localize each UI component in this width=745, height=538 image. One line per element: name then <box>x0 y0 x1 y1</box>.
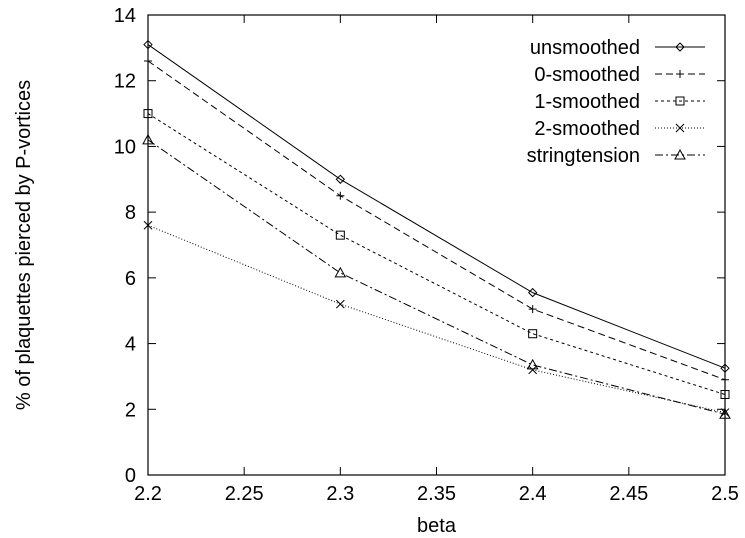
series-line <box>147 139 726 415</box>
x-tick-label: 2.25 <box>225 483 264 505</box>
data-point <box>720 408 730 417</box>
data-point <box>526 358 539 370</box>
x-axis-title: beta <box>417 515 457 537</box>
y-tick-label: 12 <box>114 71 136 93</box>
y-axis: 0 2 4 6 8 10 12 14 <box>114 5 725 487</box>
y-tick-label: 0 <box>125 465 136 487</box>
y-tick-label: 10 <box>114 136 136 158</box>
data-point <box>720 363 730 373</box>
legend-label: 1-smoothed <box>534 91 640 113</box>
data-point <box>143 109 153 119</box>
data-point <box>336 191 345 200</box>
series-line <box>147 60 726 381</box>
legend-label: 0-smoothed <box>534 64 640 86</box>
legend-entry: 0-smoothed <box>534 64 705 86</box>
y-tick-label: 8 <box>125 202 136 224</box>
legend-marker <box>675 96 685 106</box>
series-0-smoothed <box>144 57 729 384</box>
data-point <box>334 266 347 278</box>
series-unsmoothed <box>143 39 730 373</box>
x-tick-label: 2.35 <box>417 483 456 505</box>
series-line <box>147 224 726 414</box>
series-layer <box>142 39 731 419</box>
legend-marker <box>675 123 685 133</box>
data-point <box>528 305 537 314</box>
legend-entry: stringtension <box>527 145 705 167</box>
x-tick-label: 2.4 <box>519 483 547 505</box>
data-point <box>721 375 729 384</box>
legend-marker <box>675 42 685 52</box>
legend-entry: 2-smoothed <box>534 118 705 140</box>
legend-entry: unsmoothed <box>530 37 705 59</box>
data-point <box>143 220 153 230</box>
y-tick-label: 4 <box>125 334 136 356</box>
legend-entry: 1-smoothed <box>534 91 705 113</box>
series-1-smoothed <box>143 109 730 399</box>
x-tick-label: 2.2 <box>134 483 162 505</box>
data-point <box>527 287 538 298</box>
data-point <box>719 408 731 419</box>
data-point <box>142 133 154 145</box>
x-axis: 2.2 2.25 2.3 2.35 2.4 2.45 2.5 <box>134 15 739 505</box>
data-point <box>335 299 345 309</box>
data-point <box>720 390 730 399</box>
legend: unsmoothed 0-smoothed 1-smoothed 2-smoothed… <box>527 37 705 167</box>
data-point <box>335 174 346 184</box>
x-tick-label: 2.45 <box>609 483 648 505</box>
y-axis-title: % of plaquettes pierced by P-vortices <box>13 80 35 410</box>
data-point <box>528 329 538 339</box>
legend-marker <box>674 148 686 160</box>
y-tick-label: 6 <box>125 268 136 290</box>
series-line <box>147 44 726 369</box>
y-tick-label: 2 <box>125 399 136 421</box>
x-tick-label: 2.3 <box>326 483 354 505</box>
data-point <box>144 57 152 65</box>
data-point <box>528 365 538 375</box>
legend-label: 2-smoothed <box>534 118 640 140</box>
series-2-smoothed <box>143 220 730 417</box>
data-point <box>143 39 153 50</box>
data-point <box>335 230 345 240</box>
series-stringtension <box>142 133 731 419</box>
legend-label: unsmoothed <box>530 37 640 59</box>
legend-label: stringtension <box>527 145 640 167</box>
y-tick-label: 14 <box>114 5 136 27</box>
legend-marker <box>676 70 684 78</box>
x-tick-label: 2.5 <box>711 483 739 505</box>
